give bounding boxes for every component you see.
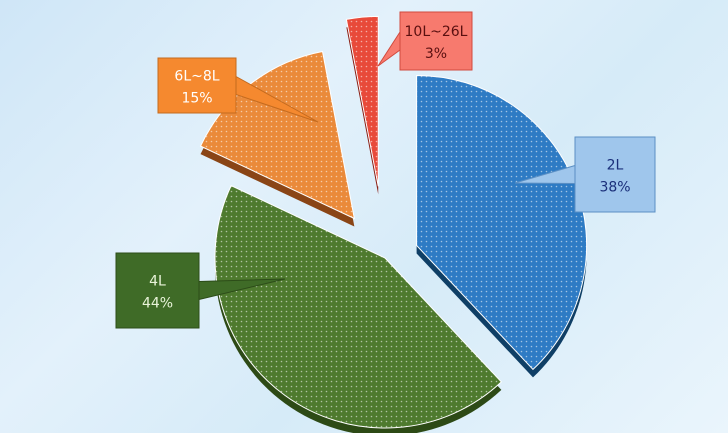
callout-box [115,252,200,329]
callout-6l-8l: 6L~8L 15% [157,57,319,123]
callout-label: 6L~8L [174,69,219,85]
slice-texture-4l [214,185,502,428]
callout-label: 4L [149,274,166,290]
callout-label: 10L~26L [405,24,468,40]
slice-texture-6l-8l [200,51,355,219]
callout-box [157,57,237,114]
slice-texture-10l-26l [346,16,379,187]
slices [199,15,588,429]
callout-box [574,136,656,213]
callout-percent: 38% [599,180,630,196]
slice-texture-2l [416,75,587,370]
callout-pointer [377,30,401,67]
callout-percent: 44% [142,296,173,312]
callout-box [399,11,473,71]
callout-percent: 15% [181,91,212,107]
callout-percent: 3% [425,46,447,62]
callout-label: 2L [607,158,624,174]
callout-10l-26l: 10L~26L 3% [377,11,473,71]
